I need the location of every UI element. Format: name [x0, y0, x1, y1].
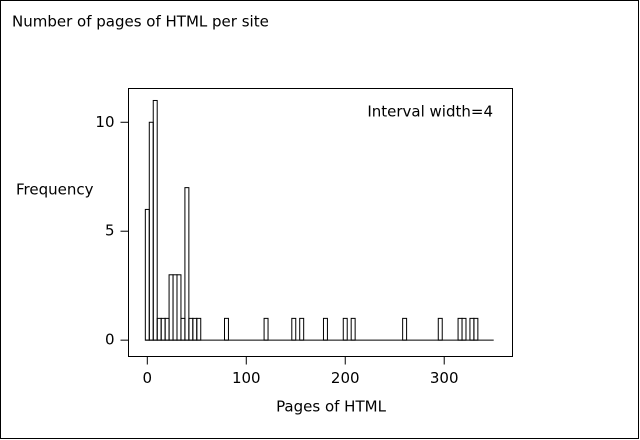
bar: [263, 317, 269, 341]
chart-title: Number of pages of HTML per site: [12, 13, 269, 31]
bar: [184, 187, 190, 341]
x-axis-label: Pages of HTML: [276, 398, 387, 416]
y-tick-label: 5: [105, 222, 115, 240]
plot-frame: [128, 88, 513, 357]
bar: [196, 317, 202, 341]
y-axis-label: Frequency: [16, 181, 94, 199]
bar: [437, 317, 443, 341]
bar: [342, 317, 348, 341]
bar: [461, 317, 467, 341]
y-tick-label: 0: [105, 331, 115, 349]
x-tick-label: 200: [331, 369, 360, 387]
bar: [299, 317, 305, 341]
x-tick-label: 100: [232, 369, 261, 387]
bar: [322, 317, 328, 341]
bar: [224, 317, 229, 341]
bar: [152, 99, 158, 341]
x-tick-label: 0: [143, 369, 153, 387]
bar: [402, 317, 408, 341]
bar: [291, 317, 297, 341]
x-tick-label: 300: [430, 369, 459, 387]
bar: [473, 317, 479, 341]
y-tick-label: 10: [95, 113, 114, 131]
bar: [350, 317, 356, 341]
annotation: Interval width=4: [367, 103, 493, 121]
bar: [176, 274, 182, 341]
